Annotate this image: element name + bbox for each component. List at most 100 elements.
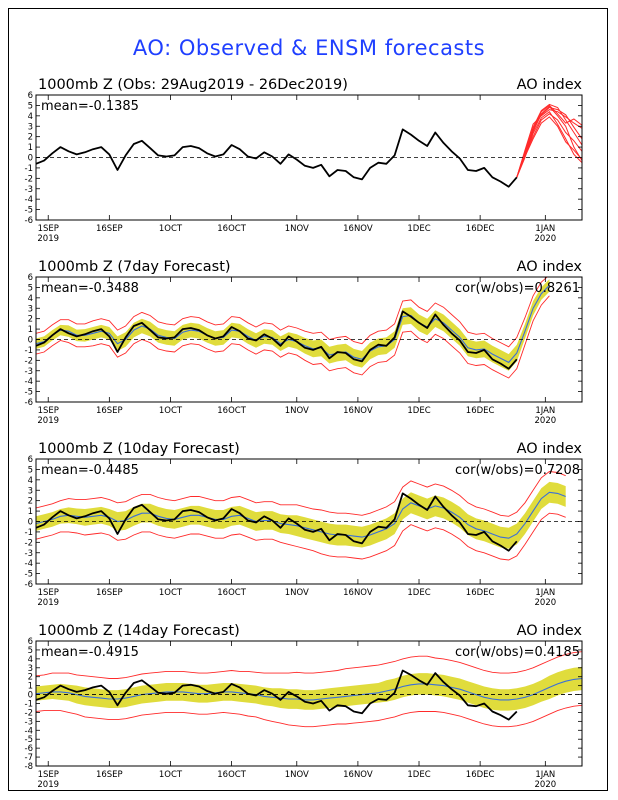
x-tick-label: 1DEC <box>407 224 430 234</box>
y-tick-label: 4 <box>28 294 33 304</box>
forecast-member-line-4 <box>516 109 582 178</box>
y-tick-label: 3 <box>28 664 33 674</box>
y-tick-label: -2 <box>25 174 33 184</box>
x-tick-label: 1SEP <box>38 406 59 416</box>
x-year-label: 2020 <box>535 780 557 790</box>
x-year-label: 2020 <box>535 234 557 244</box>
x-tick-label: 16NOV <box>343 770 373 780</box>
y-tick-label: -6 <box>25 398 33 408</box>
x-tick-label: 16DEC <box>466 588 495 598</box>
x-tick-label: 1OCT <box>159 406 183 416</box>
forecast-member-line-6 <box>516 106 582 178</box>
y-tick-label: -4 <box>25 559 33 569</box>
y-tick-label: -6 <box>25 744 33 754</box>
x-tick-label: 16OCT <box>217 770 246 780</box>
x-tick-label: 16OCT <box>217 406 246 416</box>
y-tick-label: -7 <box>25 753 33 763</box>
panel-data <box>36 277 550 379</box>
mean-label: mean=-0.1385 <box>41 99 139 114</box>
x-tick-label: 1JAN <box>535 588 555 598</box>
ensemble-upper-envelope <box>36 277 548 348</box>
x-tick-label: 16NOV <box>343 406 373 416</box>
y-tick-label: 0 <box>28 691 33 701</box>
panel-title: 1000mb Z (14day Forecast) <box>38 623 240 639</box>
panel-data <box>36 471 566 561</box>
x-tick-label: 16NOV <box>343 224 373 234</box>
y-tick-label: -2 <box>25 356 33 366</box>
panel-data <box>36 651 582 728</box>
panel-data <box>36 103 582 188</box>
y-tick-label: 3 <box>28 486 33 496</box>
y-tick-label: 3 <box>28 122 33 132</box>
x-year-label: 2019 <box>37 780 59 790</box>
ensemble-mean-line <box>36 677 582 701</box>
x-tick-label: 16DEC <box>466 406 495 416</box>
x-year-label: 2020 <box>535 598 557 608</box>
forecast-member-line-8 <box>516 104 582 178</box>
ensemble-upper-envelope <box>36 651 582 679</box>
y-tick-label: 6 <box>28 91 33 101</box>
y-tick-label: -5 <box>25 206 33 216</box>
x-tick-label: 1DEC <box>407 588 430 598</box>
panel-index-label: AO index <box>517 441 583 457</box>
y-tick-label: 0 <box>28 154 33 164</box>
correlation-label: cor(w/obs)=0.8261 <box>455 281 580 296</box>
y-tick-label: 6 <box>28 637 33 647</box>
y-tick-label: 6 <box>28 273 33 283</box>
panel-title: 1000mb Z (Obs: 29Aug2019 - 26Dec2019) <box>38 77 348 93</box>
y-tick-label: -1 <box>25 164 33 174</box>
y-tick-label: -5 <box>25 735 33 745</box>
observed-ao-line <box>36 669 518 721</box>
ensemble-lower-envelope <box>36 512 566 561</box>
y-tick-label: 1 <box>28 325 33 335</box>
y-tick-label: 4 <box>28 655 33 665</box>
y-tick-label: -3 <box>25 717 33 727</box>
y-tick-label: -3 <box>25 367 33 377</box>
ensemble-upper-envelope <box>36 471 566 517</box>
x-tick-label: 1OCT <box>159 588 183 598</box>
figure-frame <box>8 8 608 791</box>
main-title: AO: Observed & ENSM forecasts <box>132 36 486 60</box>
y-tick-label: 2 <box>28 133 33 143</box>
y-tick-label: -1 <box>25 700 33 710</box>
y-tick-label: 5 <box>28 101 33 111</box>
y-tick-label: -4 <box>25 726 33 736</box>
ensemble-lower-envelope <box>36 704 582 728</box>
forecast-member-line-7 <box>516 116 582 178</box>
x-tick-label: 16SEP <box>96 588 123 598</box>
mean-label: mean=-0.4915 <box>41 645 139 660</box>
y-tick-label: -3 <box>25 549 33 559</box>
y-tick-label: 0 <box>28 336 33 346</box>
y-tick-label: -4 <box>25 377 33 387</box>
correlation-label: cor(w/obs)=0.4185 <box>455 645 580 660</box>
x-year-label: 2019 <box>37 234 59 244</box>
x-tick-label: 1JAN <box>535 406 555 416</box>
ensemble-lower-envelope <box>36 295 550 379</box>
y-tick-label: -5 <box>25 570 33 580</box>
y-tick-label: 0 <box>28 518 33 528</box>
x-tick-label: 16OCT <box>217 224 246 234</box>
y-tick-label: 2 <box>28 673 33 683</box>
x-tick-label: 1NOV <box>285 406 309 416</box>
forecast-member-line-5 <box>516 113 582 178</box>
forecast-member-line-2 <box>516 103 582 178</box>
observed-ao-line <box>36 492 518 552</box>
mean-label: mean=-0.4485 <box>41 463 139 478</box>
observed-ao-line <box>36 128 518 188</box>
y-tick-label: 5 <box>28 646 33 656</box>
y-tick-label: 2 <box>28 497 33 507</box>
panel-index-label: AO index <box>517 623 583 639</box>
y-tick-label: -1 <box>25 528 33 538</box>
y-tick-label: 5 <box>28 465 33 475</box>
observed-ao-line <box>36 310 518 370</box>
x-tick-label: 16SEP <box>96 406 123 416</box>
y-tick-label: -1 <box>25 346 33 356</box>
y-tick-label: 4 <box>28 476 33 486</box>
x-tick-label: 1NOV <box>285 224 309 234</box>
y-tick-label: -2 <box>25 538 33 548</box>
